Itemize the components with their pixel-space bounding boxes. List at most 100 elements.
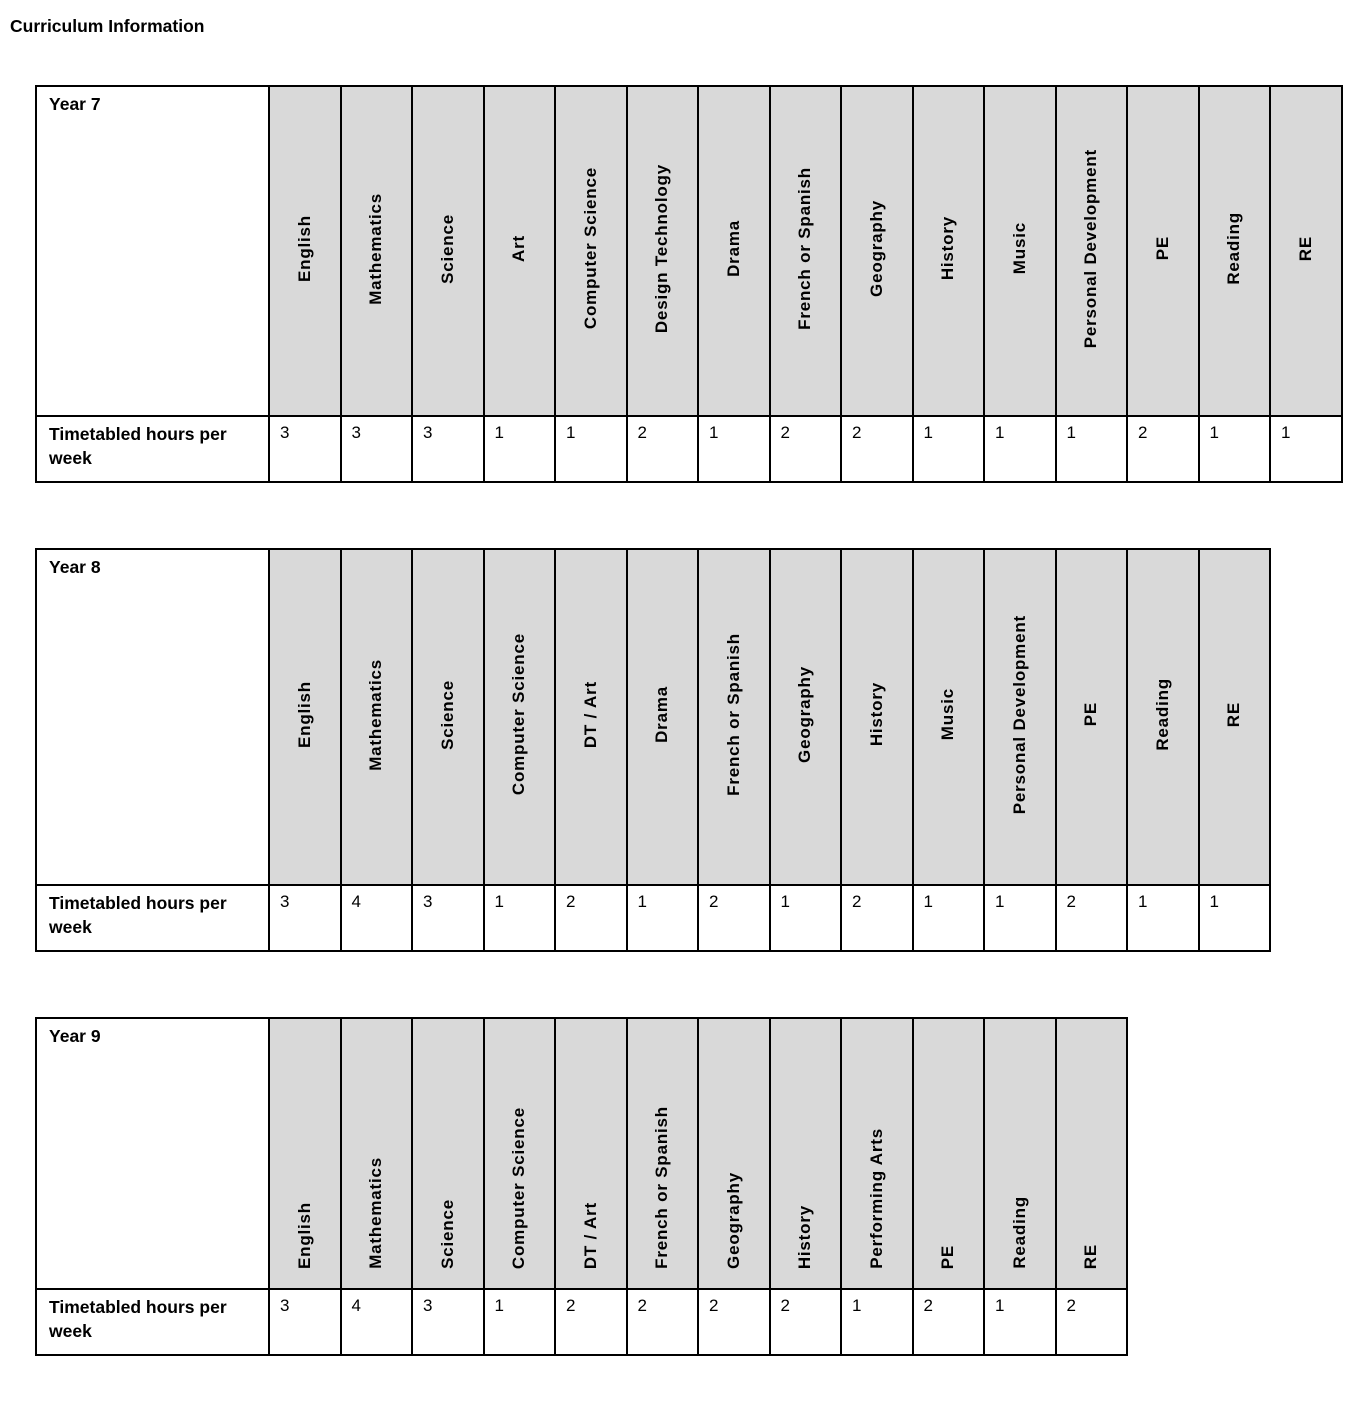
- subject-label: Science: [437, 679, 457, 750]
- subject-header-cell: PE: [1054, 548, 1128, 886]
- subject-header-cell: History: [840, 548, 914, 886]
- hours-value-cell: 1: [983, 1288, 1057, 1356]
- hours-value-cell: 1: [482, 884, 556, 952]
- hours-value-cell: 1: [482, 415, 556, 483]
- subject-label: Reading: [1009, 1196, 1029, 1269]
- subject-label: Mathematics: [366, 1157, 386, 1269]
- subject-label: PE: [938, 1244, 958, 1269]
- hours-row: Timetabled hours per week 3 3 3 1 1 2 1 2 2 1 1 1 2 1 1: [35, 415, 1343, 483]
- subject-header-cell: Science: [411, 548, 485, 886]
- subject-label: Computer Science: [509, 633, 529, 796]
- hours-row: Timetabled hours per week 3 4 3 1 2 2 2 2 1 2 1 2: [35, 1288, 1128, 1356]
- hours-row-label-cell: Timetabled hours per week: [35, 415, 270, 483]
- hours-value-cell: 2: [1126, 415, 1200, 483]
- hours-value-cell: 3: [268, 1288, 342, 1356]
- subject-header-cell: Reading: [1126, 548, 1200, 886]
- subject-label: Mathematics: [366, 658, 386, 771]
- subject-header-cell: Drama: [625, 548, 699, 886]
- subject-header-cell: English: [268, 85, 342, 417]
- subject-label: Design Technology: [652, 163, 672, 334]
- subject-header-cell: Performing Arts: [840, 1017, 914, 1290]
- curriculum-page: Curriculum Information Year 7 English Math…: [0, 14, 1368, 1356]
- subject-header-cell: Geography: [697, 1017, 771, 1290]
- subject-header-cell: Geography: [768, 548, 842, 886]
- subject-label: DT / Art: [580, 680, 600, 749]
- hours-value-cell: 2: [625, 1288, 699, 1356]
- hours-value-cell: 1: [911, 415, 985, 483]
- subject-header-cell: Reading: [1197, 85, 1271, 417]
- hours-row: Timetabled hours per week 3 4 3 1 2 1 2 1 2 1 1 2 1 1: [35, 884, 1271, 952]
- hours-value-cell: 2: [554, 884, 628, 952]
- hours-value-cell: 3: [268, 415, 342, 483]
- subject-label: Music: [938, 688, 958, 741]
- subject-label: Personal Development: [1081, 148, 1101, 349]
- subject-header-cell: PE: [911, 1017, 985, 1290]
- subject-label: Geography: [866, 200, 886, 297]
- header-row: Year 7 English Mathematics Science Art Comput…: [35, 85, 1343, 417]
- header-row: Year 8 English Mathematics Science Computer …: [35, 548, 1271, 886]
- subject-header-cell: Personal Development: [983, 548, 1057, 886]
- hours-value-cell: 2: [840, 884, 914, 952]
- subject-label: Computer Science: [580, 167, 600, 330]
- subject-label: Personal Development: [1009, 614, 1029, 815]
- subject-label: Drama: [723, 220, 743, 277]
- subject-label: History: [795, 1204, 815, 1269]
- hours-value-cell: 3: [411, 415, 485, 483]
- subject-header-cell: Computer Science: [482, 1017, 556, 1290]
- subject-label: French or Spanish: [723, 633, 743, 796]
- year-label-cell: Year 7: [35, 85, 270, 417]
- subject-label: DT / Art: [580, 1201, 600, 1269]
- subject-header-cell: RE: [1197, 548, 1271, 886]
- curriculum-table-year-9: Year 9 English Mathematics Science Computer …: [35, 1017, 1128, 1356]
- subject-label: Music: [1009, 222, 1029, 275]
- subject-label: Science: [437, 213, 457, 284]
- subject-header-cell: Geography: [840, 85, 914, 417]
- subject-header-cell: Design Technology: [625, 85, 699, 417]
- subject-header-cell: PE: [1126, 85, 1200, 417]
- hours-value-cell: 1: [1126, 884, 1200, 952]
- subject-header-cell: French or Spanish: [625, 1017, 699, 1290]
- subject-label: Science: [437, 1199, 457, 1269]
- subject-header-cell: Drama: [697, 85, 771, 417]
- hours-value-cell: 2: [554, 1288, 628, 1356]
- hours-value-cell: 1: [840, 1288, 914, 1356]
- hours-value-cell: 1: [554, 415, 628, 483]
- hours-value-cell: 3: [411, 1288, 485, 1356]
- hours-value-cell: 1: [1197, 415, 1271, 483]
- subject-label: RE: [1224, 701, 1244, 728]
- subject-label: Computer Science: [509, 1106, 529, 1269]
- subject-label: English: [294, 1202, 314, 1269]
- subject-label: Reading: [1224, 212, 1244, 285]
- subject-header-cell: RE: [1269, 85, 1343, 417]
- subject-header-cell: DT / Art: [554, 548, 628, 886]
- subject-label: Mathematics: [366, 192, 386, 305]
- year-label-cell: Year 9: [35, 1017, 270, 1290]
- subject-label: French or Spanish: [652, 1106, 672, 1269]
- hours-value-cell: 1: [768, 884, 842, 952]
- hours-value-cell: 3: [339, 415, 413, 483]
- subject-header-cell: DT / Art: [554, 1017, 628, 1290]
- hours-value-cell: 3: [411, 884, 485, 952]
- hours-value-cell: 1: [482, 1288, 556, 1356]
- hours-value-cell: 2: [625, 415, 699, 483]
- subject-header-cell: French or Spanish: [697, 548, 771, 886]
- hours-value-cell: 1: [1269, 415, 1343, 483]
- hours-row-label-cell: Timetabled hours per week: [35, 884, 270, 952]
- subject-label: History: [938, 216, 958, 281]
- subject-label: Performing Arts: [866, 1128, 886, 1269]
- subject-header-cell: English: [268, 548, 342, 886]
- subject-header-cell: Art: [482, 85, 556, 417]
- subject-header-cell: English: [268, 1017, 342, 1290]
- hours-value-cell: 2: [1054, 884, 1128, 952]
- curriculum-tables: Year 7 English Mathematics Science Art Comput…: [35, 85, 1368, 1356]
- subject-header-cell: Computer Science: [482, 548, 556, 886]
- subject-label: History: [866, 682, 886, 747]
- subject-label: French or Spanish: [795, 167, 815, 330]
- header-row: Year 9 English Mathematics Science Computer …: [35, 1017, 1128, 1290]
- subject-header-cell: Reading: [983, 1017, 1057, 1290]
- subject-label: English: [294, 681, 314, 748]
- subject-label: PE: [1081, 702, 1101, 727]
- hours-value-cell: 2: [697, 884, 771, 952]
- subject-header-cell: Science: [411, 1017, 485, 1290]
- year-label-cell: Year 8: [35, 548, 270, 886]
